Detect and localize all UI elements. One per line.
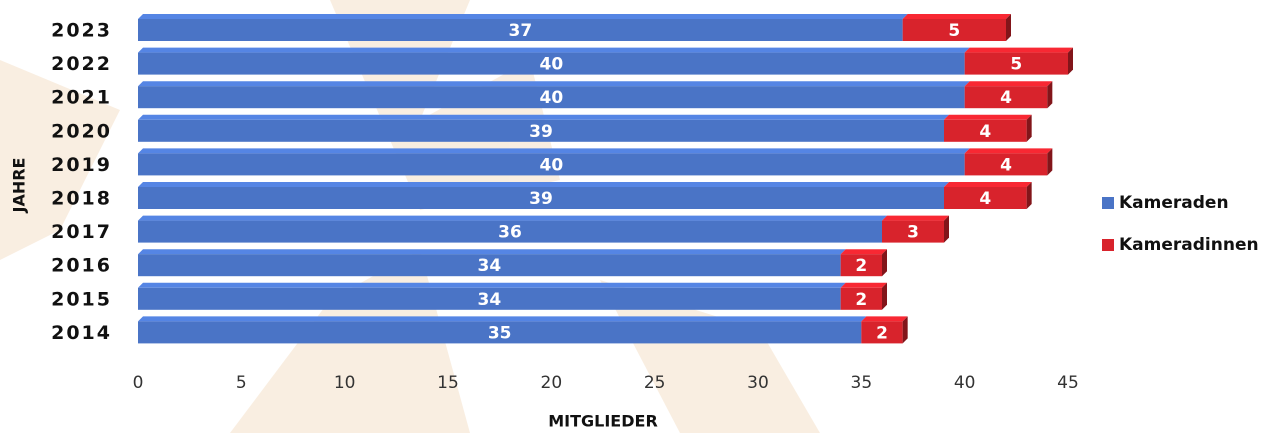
y-tick-label: 2017 — [51, 221, 112, 243]
bar-side — [902, 316, 908, 344]
bar-top — [902, 14, 1011, 19]
x-tick-label: 35 — [851, 373, 873, 393]
y-axis-label: JAHRE — [10, 158, 29, 214]
bar — [902, 19, 1006, 41]
bar-top — [944, 182, 1032, 187]
y-tick-label: 2015 — [51, 288, 112, 310]
value-label: 34 — [477, 290, 501, 310]
bar-top — [138, 215, 887, 221]
bar — [138, 86, 965, 109]
y-tick-label: 2016 — [51, 255, 112, 277]
bar — [840, 254, 882, 277]
bar-top — [138, 282, 846, 288]
bar-top — [138, 182, 949, 187]
bar-top — [840, 282, 887, 288]
y-tick-label: 2019 — [51, 154, 112, 176]
legend-label: Kameradinnen — [1119, 235, 1259, 255]
bar-top — [964, 81, 1053, 87]
value-label: 2 — [855, 256, 867, 276]
bar — [138, 187, 944, 209]
bar — [138, 19, 903, 41]
value-label: 2 — [855, 290, 867, 310]
bar-side — [882, 282, 887, 310]
value-label: 4 — [979, 122, 991, 142]
bar-top — [138, 81, 970, 87]
bar-side — [1006, 14, 1011, 41]
y-tick-label: 2022 — [51, 53, 112, 75]
legend-swatch — [1102, 197, 1114, 209]
x-tick-label: 5 — [236, 373, 247, 393]
bar — [138, 254, 841, 277]
bar-top — [138, 47, 970, 53]
value-label: 40 — [539, 155, 563, 175]
y-tick-label: 2021 — [51, 87, 112, 109]
x-tick-label: 15 — [437, 373, 459, 393]
bar — [138, 220, 882, 243]
bar — [840, 287, 882, 310]
bar — [882, 220, 944, 243]
bar-top — [138, 249, 846, 255]
value-label: 39 — [529, 122, 553, 142]
x-tick-label: 0 — [133, 373, 144, 393]
bar-top — [138, 148, 970, 154]
bar-side — [944, 215, 949, 243]
bar-top — [138, 114, 949, 120]
bar — [944, 119, 1027, 142]
bar-top — [964, 47, 1073, 53]
x-tick-label: 10 — [334, 373, 356, 393]
bar-top — [861, 316, 908, 322]
value-label: 36 — [498, 223, 522, 243]
value-label: 3 — [907, 223, 919, 243]
y-tick-label: 2023 — [51, 20, 112, 42]
x-tick-label: 45 — [1057, 373, 1079, 393]
x-axis-label: MITGLIEDER — [548, 412, 658, 431]
x-tick-label: 20 — [541, 373, 563, 393]
y-tick-label: 2020 — [51, 120, 112, 142]
bar-side — [1026, 182, 1032, 209]
value-label: 5 — [948, 21, 960, 41]
bar-top — [840, 249, 887, 255]
value-label: 4 — [1000, 155, 1012, 175]
bar-side — [1068, 47, 1073, 75]
value-label: 37 — [508, 21, 532, 41]
bar-top — [944, 114, 1032, 120]
value-label: 4 — [1000, 88, 1012, 108]
bar-side — [1047, 148, 1053, 176]
value-label: 5 — [1010, 55, 1022, 75]
bar — [138, 321, 862, 344]
value-label: 39 — [529, 189, 553, 209]
bar — [964, 86, 1048, 109]
bar-top — [882, 215, 949, 221]
x-tick-label: 40 — [954, 373, 976, 393]
bar — [861, 321, 903, 344]
x-tick-label: 30 — [747, 373, 769, 393]
y-tick-label: 2018 — [51, 188, 112, 210]
bar — [138, 287, 841, 310]
bar — [964, 52, 1068, 75]
bar — [964, 153, 1048, 176]
bar-top — [138, 14, 908, 19]
value-label: 4 — [979, 189, 991, 209]
bar — [944, 187, 1027, 209]
bar-side — [882, 249, 887, 277]
bar-side — [1047, 81, 1053, 109]
bar-top — [964, 148, 1053, 154]
value-label: 40 — [539, 55, 563, 75]
value-label: 35 — [488, 323, 512, 343]
watermark-ray — [0, 60, 120, 260]
bar-side — [1026, 114, 1032, 142]
bar — [138, 52, 965, 75]
bar — [138, 119, 944, 142]
value-label: 2 — [876, 323, 888, 343]
x-tick-label: 25 — [644, 373, 666, 393]
value-label: 34 — [477, 256, 501, 276]
value-label: 40 — [539, 88, 563, 108]
legend-label: Kameraden — [1119, 193, 1229, 213]
y-tick-label: 2014 — [51, 322, 112, 344]
bar — [138, 153, 965, 176]
bar-top — [138, 316, 867, 322]
legend-swatch — [1102, 239, 1114, 251]
